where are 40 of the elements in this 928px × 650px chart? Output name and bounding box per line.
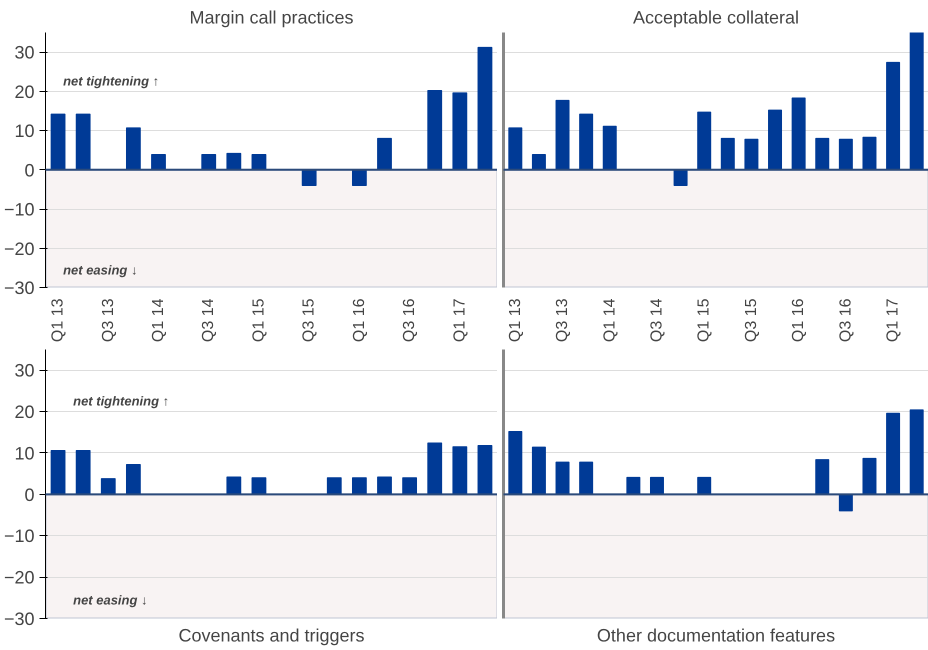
x-tick-label: Q3 15 bbox=[300, 298, 318, 342]
chart-title: Margin call practices bbox=[189, 8, 354, 28]
x-tick-label: Q1 13 bbox=[50, 298, 67, 342]
x-tick-label: Q1 15 bbox=[696, 298, 713, 342]
y-tick-label: −30 bbox=[4, 278, 35, 298]
y-tick-label: −10 bbox=[4, 200, 35, 220]
x-tick-label: Q3 13 bbox=[554, 298, 572, 342]
x-tick-label: Q1 13 bbox=[506, 298, 524, 342]
y-tick-label: −20 bbox=[4, 568, 35, 588]
chart-title: Acceptable collateral bbox=[632, 8, 800, 28]
text: Other documentation features bbox=[596, 626, 836, 646]
x-tick-label: Q3 13 bbox=[100, 298, 117, 342]
x-tick-label: Q3 14 bbox=[200, 298, 218, 342]
x-tick-label: Q1 14 bbox=[150, 298, 167, 342]
annotation: net tightening ↑ bbox=[63, 74, 160, 89]
x-tick-label: Q1 15 bbox=[250, 298, 268, 342]
y-tick-label: 0 bbox=[24, 484, 35, 505]
x-tick-label: Q3 14 bbox=[648, 298, 666, 342]
y-tick-label: 20 bbox=[14, 82, 35, 102]
text: Covenants and triggers bbox=[178, 626, 365, 646]
y-tick-label: 20 bbox=[14, 402, 35, 422]
annotation: net easing ↓ bbox=[63, 262, 138, 278]
y-tick-label: −30 bbox=[4, 609, 35, 629]
y-tick-label: −20 bbox=[4, 238, 35, 259]
y-tick-label: 0 bbox=[24, 160, 35, 180]
annotation: net easing ↓ bbox=[73, 592, 148, 608]
x-tick-label: Q3 16 bbox=[401, 298, 418, 342]
x-tick-label: Q1 16 bbox=[790, 298, 808, 342]
x-tick-label: Q3 16 bbox=[837, 298, 854, 342]
y-tick-label: 30 bbox=[14, 42, 35, 63]
x-tick-label: Q1 16 bbox=[350, 298, 368, 342]
annotation: net tightening ↑ bbox=[73, 394, 170, 409]
x-tick-label: Q1 14 bbox=[601, 298, 618, 342]
y-tick-label: 10 bbox=[14, 443, 35, 464]
y-tick-label: 30 bbox=[14, 360, 35, 381]
y-tick-label: 10 bbox=[14, 121, 35, 142]
y-tick-label: −10 bbox=[4, 526, 35, 546]
x-tick-label: Q3 15 bbox=[742, 298, 760, 342]
x-tick-label: Q1 17 bbox=[884, 298, 902, 342]
x-tick-label: Q1 17 bbox=[451, 298, 468, 342]
